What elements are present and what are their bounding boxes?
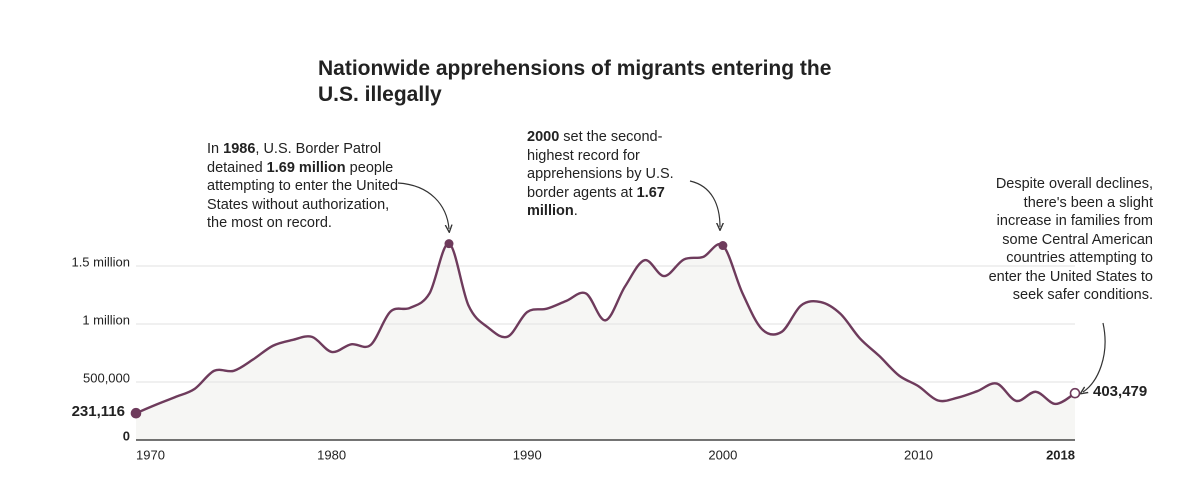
annotation-text: 1.67 million bbox=[527, 184, 665, 220]
annotation: Despite overall declines, there's been a… bbox=[983, 175, 1153, 305]
x-tick-label: 2010 bbox=[904, 447, 933, 462]
value-label: 231,116 bbox=[72, 403, 125, 420]
arrow bbox=[689, 180, 720, 227]
x-tick-label: 1980 bbox=[317, 447, 346, 462]
annotation-text: 2000 bbox=[527, 129, 560, 145]
annotation-text: set the second-highest record for appreh… bbox=[527, 129, 674, 201]
annotation-text: 1986 bbox=[223, 141, 256, 157]
point bbox=[1069, 387, 1081, 399]
arrow bbox=[1083, 322, 1106, 392]
x-tick-label: 2000 bbox=[708, 447, 737, 462]
annotation-text: people attempting to enter the United St… bbox=[207, 159, 399, 232]
point bbox=[718, 241, 728, 251]
annotation-text: In bbox=[207, 141, 224, 157]
annotation: 2000 set the second-highest record for a… bbox=[527, 128, 695, 221]
annotation: In 1986, U.S. Border Patrol detained 1.6… bbox=[207, 140, 412, 233]
chart-title: Nationwide apprehensions of migrants ent… bbox=[318, 57, 832, 106]
annotation-text: , U.S. Border Patrol detained bbox=[207, 141, 382, 176]
x-tick-label: 2018 bbox=[1046, 447, 1075, 462]
area bbox=[136, 243, 1075, 440]
y-tick-label: 0 bbox=[123, 428, 130, 443]
point bbox=[444, 239, 454, 249]
annotation-text: 1.69 million bbox=[266, 159, 346, 176]
value-label: 403,479 bbox=[1093, 383, 1147, 400]
x-tick-label: 1970 bbox=[136, 447, 165, 462]
arrow bbox=[397, 182, 449, 229]
annotation-text: Despite overall declines, there's been a… bbox=[988, 176, 1153, 303]
annotation-text: . bbox=[573, 203, 578, 219]
line bbox=[135, 242, 1076, 415]
y-tick-label: 1 million bbox=[82, 312, 130, 327]
x-tick-label: 1990 bbox=[513, 447, 542, 462]
y-tick-label: 1.5 million bbox=[71, 254, 130, 269]
point bbox=[130, 407, 142, 419]
y-tick-label: 500,000 bbox=[83, 370, 130, 385]
